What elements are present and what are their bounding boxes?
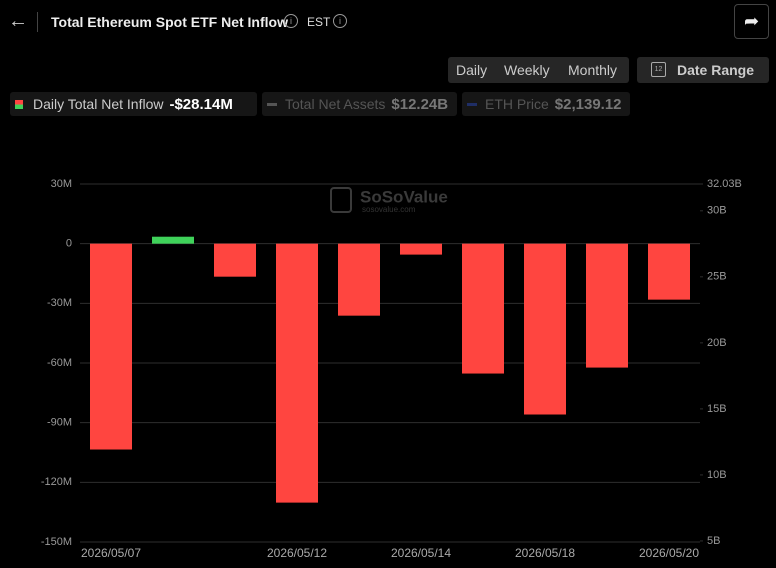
y-tick-label: 0 [66,238,72,250]
x-tick-label: 2026/05/20 [639,546,699,560]
y-tick-label: -60M [47,357,72,369]
calendar-icon: 12 [651,62,666,77]
date-range-button[interactable]: 12 Date Range [637,57,769,83]
bar [90,243,132,450]
watermark-logo [330,187,352,213]
bar [524,243,566,415]
legend-value: -$28.14M [169,95,233,113]
y2-tick-label: 15B [707,403,727,415]
legend-name: ETH Price [485,96,549,112]
y2-tick-label: 5B [707,535,720,547]
x-tick-label: 2026/05/14 [391,546,451,560]
legend-item[interactable]: Total Net Assets $12.24B [262,92,457,116]
bar [400,243,442,255]
x-tick-label: 2026/05/07 [81,546,141,560]
watermark: SoSoValue [360,187,448,206]
legend-swatch [15,99,23,109]
share-button[interactable]: ➦ [734,4,769,39]
y2-tick-label: 30B [707,205,727,217]
legend-item[interactable]: ETH Price $2,139.12 [462,92,630,116]
y2-tick-label: 32.03B [707,178,742,190]
back-button[interactable]: ← [8,10,28,32]
legend-swatch [267,102,277,106]
legend-name: Daily Total Net Inflow [33,96,164,112]
y2-tick-label: 20B [707,337,727,349]
bar [338,243,380,316]
watermark-site: sosovalue.com [362,205,416,214]
bar [586,243,628,368]
info-icon[interactable]: i [284,14,298,28]
bar [648,243,690,300]
y-tick-label: 30M [51,178,72,190]
y2-tick-label: 25B [707,271,727,283]
period-button[interactable]: Monthly [568,62,618,78]
x-tick-label: 2026/05/18 [515,546,575,560]
period-button[interactable]: Daily [456,62,488,78]
legend-name: Total Net Assets [285,96,386,112]
period-group [448,57,629,83]
x-tick-label: 2026/05/12 [267,546,327,560]
y-tick-label: -30M [47,297,72,309]
bar [276,243,318,503]
period-button[interactable]: Weekly [504,62,550,78]
divider [37,12,38,32]
bar [462,243,504,374]
date-range-label: Date Range [677,62,755,78]
bar [152,236,194,244]
y-tick-label: -90M [47,417,72,429]
y2-tick-label: 10B [707,469,727,481]
legend-value: $12.24B [391,95,449,113]
y-tick-label: -120M [41,476,72,488]
timezone: EST [307,15,331,29]
legend-swatch [467,102,477,106]
y-tick-label: -150M [41,536,72,548]
bar [214,243,256,277]
legend-item[interactable]: Daily Total Net Inflow -$28.14M [10,92,257,116]
info-icon[interactable]: i [333,14,347,28]
title: Total Ethereum Spot ETF Net Inflow [51,14,288,30]
legend-value: $2,139.12 [554,95,622,113]
